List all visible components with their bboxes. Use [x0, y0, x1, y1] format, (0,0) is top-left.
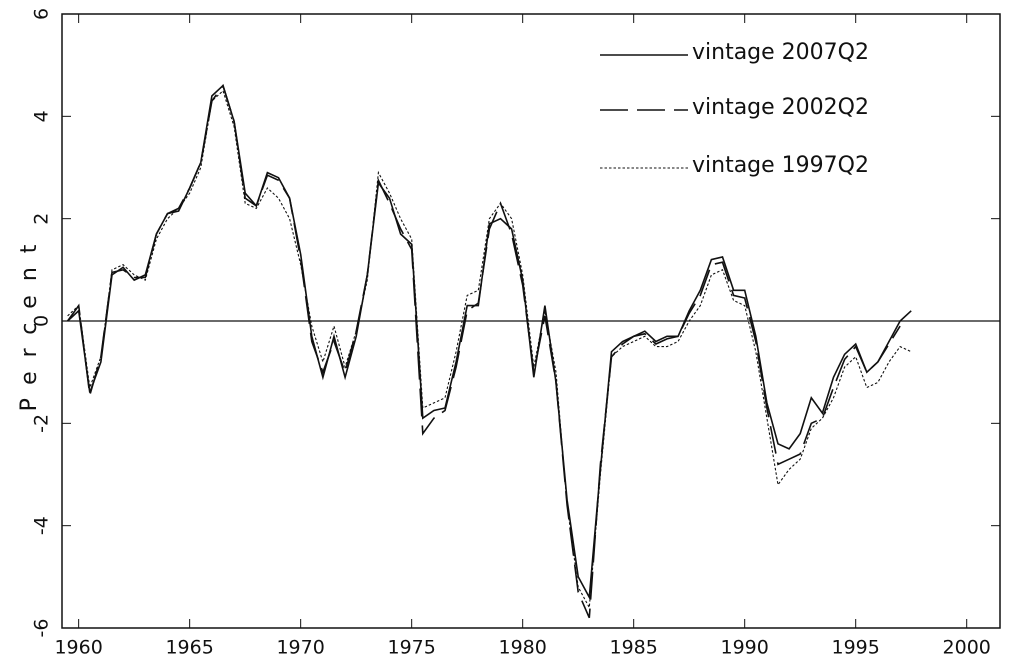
y-tick-label: -6 — [31, 619, 53, 638]
y-tick-label: 0 — [31, 315, 53, 327]
x-tick-label: 2000 — [943, 637, 991, 659]
x-tick-label: 1980 — [498, 637, 546, 659]
y-tick-label: 4 — [31, 110, 53, 122]
x-tick-label: 1975 — [387, 637, 435, 659]
legend-text: vintage 1997Q2 — [692, 153, 869, 178]
y-axis-label: Percent — [17, 231, 42, 412]
series-line — [66, 83, 901, 619]
x-tick-label: 1970 — [276, 637, 324, 659]
x-tick-label: 1995 — [832, 637, 880, 659]
x-tick-label: 1965 — [165, 637, 213, 659]
legend-text: vintage 2007Q2 — [692, 40, 869, 65]
x-tick-label: 1990 — [721, 637, 769, 659]
x-tick-label: 1985 — [610, 637, 658, 659]
y-tick-label: 6 — [31, 8, 53, 20]
x-tick-label: 1960 — [54, 637, 102, 659]
y-tick-label: -4 — [31, 516, 53, 535]
y-tick-label: 2 — [31, 213, 53, 225]
series-line — [67, 89, 912, 610]
legend-text: vintage 2002Q2 — [692, 95, 869, 120]
y-tick-label: -2 — [31, 414, 53, 433]
